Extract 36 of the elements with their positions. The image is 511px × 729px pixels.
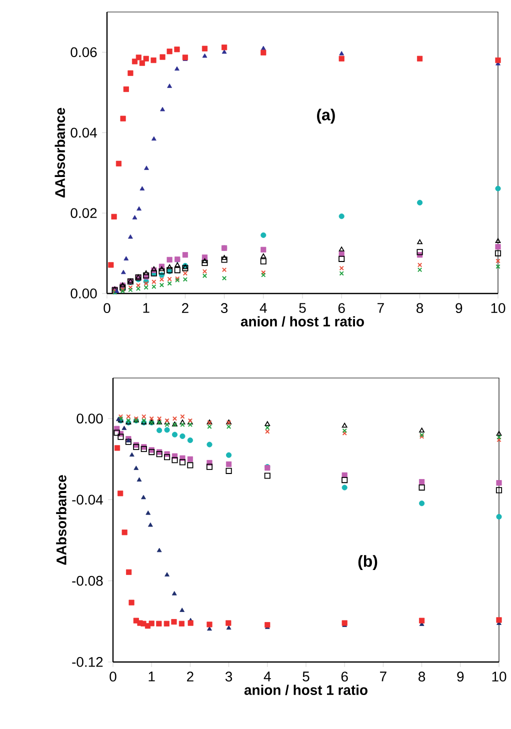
x-tick-label: 0 (110, 672, 116, 682)
x-axis-title: anion / host 1 ratio (244, 684, 368, 696)
x-tick-label: 9 (457, 672, 464, 682)
x-tick-label: 5 (299, 303, 306, 313)
x-tick-label: 3 (225, 672, 232, 682)
y-tick-label: 0.00 (70, 288, 97, 298)
x-tick-label: 6 (341, 672, 348, 682)
x-tick-label: 5 (302, 672, 310, 682)
y-tick-label: 0.06 (70, 47, 97, 58)
x-tick-label: 2 (182, 303, 188, 313)
x-tick-label: 9 (456, 303, 462, 314)
annotation: (a) (317, 108, 335, 124)
x-tick-label: 2 (187, 672, 194, 682)
y-tick-label: -0.08 (72, 576, 103, 586)
x-tick-label: 7 (380, 672, 386, 682)
x-tick-label: 10 (492, 672, 506, 682)
y-axis-title: ΔAbsorbance (54, 108, 66, 198)
x-tick-label: 6 (338, 303, 345, 314)
x-tick-label: 8 (418, 672, 426, 682)
x-tick-label: 4 (260, 303, 267, 313)
x-tick-label: 7 (378, 303, 384, 313)
x-tick-label: 1 (148, 672, 155, 682)
x-tick-label: 10 (491, 303, 506, 314)
x-tick-label: 8 (416, 303, 424, 314)
x-tick-label: 1 (143, 303, 150, 313)
y-tick-label: -0.04 (72, 494, 103, 505)
y-tick-label: 0.02 (70, 208, 97, 218)
annotation: (b) (358, 555, 378, 570)
x-tick-label: 4 (264, 672, 271, 682)
x-tick-label: 3 (220, 303, 228, 314)
y-tick-label: 0.04 (70, 128, 97, 138)
x-axis-title: anion / host 1 ratio (240, 316, 364, 327)
y-tick-label: 0.00 (76, 414, 103, 424)
x-tick-label: 0 (104, 303, 110, 314)
y-tick-label: -0.12 (72, 657, 103, 667)
y-axis-title: ΔAbsorbance (56, 475, 66, 565)
